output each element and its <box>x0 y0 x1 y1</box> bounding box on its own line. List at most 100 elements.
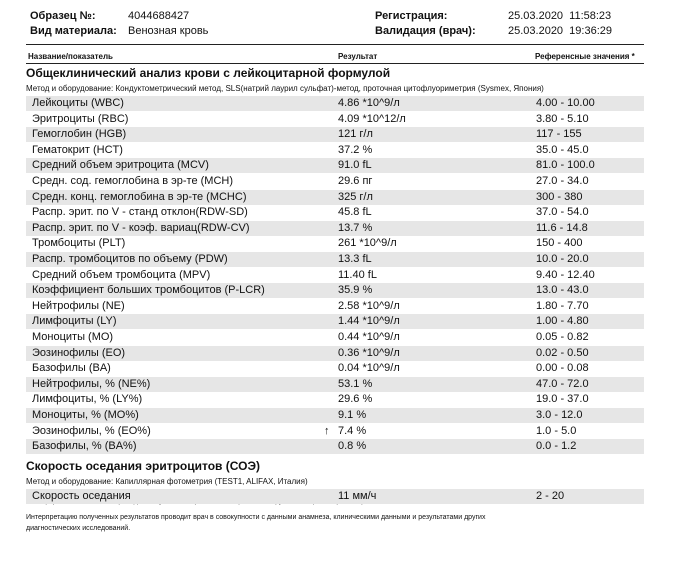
row-shade <box>26 376 644 392</box>
test-name: Распр. тромбоцитов по объему (PDW) <box>32 253 228 265</box>
result: 37.2 % <box>338 143 373 156</box>
test-name: Средн. конц. гемоглобина в эр-те (MCHC) <box>32 190 247 203</box>
test-name: Распр. эрит. по V - станд отклон(RDW-SD) <box>32 206 248 219</box>
method: Метод и оборудование: Капиллярная фотоме… <box>26 476 308 486</box>
divider <box>26 44 644 45</box>
reference: 11.6 - 14.8 <box>536 221 588 234</box>
row-shade <box>26 127 644 143</box>
reference: 0.0 - 1.2 <box>536 440 577 453</box>
result: 13.3 fL <box>338 253 372 265</box>
reference: 1.0 - 5.0 <box>536 424 577 437</box>
row-shade <box>26 314 644 330</box>
test-name: Базофилы (BA) <box>32 362 111 375</box>
result: 35.9 % <box>338 284 373 297</box>
test-name: Лимфоциты (LY) <box>32 315 117 328</box>
row-shade <box>26 220 644 236</box>
result: 4.86 *10^9/л <box>338 97 400 109</box>
test-name: Распр. эрит. по V - коэф. вариац(RDW-CV) <box>32 221 250 234</box>
reference: 3.0 - 12.0 <box>536 409 583 421</box>
reference: 19.0 - 37.0 <box>536 393 589 406</box>
result: 11.40 fL <box>338 268 377 281</box>
value: 25.03.2020 11:58:23 <box>508 10 612 22</box>
reference: 27.0 - 34.0 <box>536 175 589 187</box>
row-shade <box>26 345 644 361</box>
test-name: Нейтрофилы (NE) <box>32 299 125 312</box>
label: Вид материала: <box>30 25 117 37</box>
result: 0.44 *10^9/л <box>338 331 400 343</box>
result: 0.8 % <box>338 440 367 453</box>
flag: ↑ <box>324 424 330 437</box>
result: 11 мм/ч <box>338 489 377 502</box>
result: 29.6 пг <box>338 175 373 187</box>
test-name: Средний объем тромбоцита (MPV) <box>32 268 211 281</box>
reference: 150 - 400 <box>536 237 583 250</box>
reference: 0.02 - 0.50 <box>536 346 589 359</box>
row-shade <box>26 252 644 267</box>
result: 45.8 fL <box>338 206 372 219</box>
reference: 300 - 380 <box>536 190 583 203</box>
test-name: Гематокрит (HCT) <box>32 143 123 156</box>
label: Образец №: <box>30 10 96 22</box>
reference: 1.80 - 7.70 <box>536 299 589 312</box>
test-name: Эозинофилы (EO) <box>32 346 126 359</box>
reference: 3.80 - 5.10 <box>536 112 589 125</box>
result: 2.58 *10^9/л <box>338 299 400 312</box>
test-name: Эозинофилы, % (EO%) <box>32 424 151 437</box>
result: 0.36 *10^9/л <box>338 346 400 359</box>
label: Регистрация: <box>375 10 448 22</box>
row-shade <box>26 439 644 455</box>
reference: 35.0 - 45.0 <box>536 143 589 156</box>
reference: 47.0 - 72.0 <box>536 377 589 390</box>
test-name: Гемоглобин (HGB) <box>32 128 127 141</box>
row-shade <box>26 158 644 174</box>
reference: 0.00 - 0.08 <box>536 362 589 375</box>
result: 29.6 % <box>338 393 373 406</box>
test-name: Моноциты (MO) <box>32 331 114 343</box>
reference: 81.0 - 100.0 <box>536 159 595 172</box>
row-shade <box>26 408 644 423</box>
column-header: Референсные значения * <box>535 52 635 61</box>
reference: 2 - 20 <box>536 489 565 502</box>
reference: 9.40 - 12.40 <box>536 268 595 281</box>
value: 4044688427 <box>128 10 190 22</box>
test-name: Лимфоциты, % (LY%) <box>32 393 143 406</box>
test-name: Коэффициент больших тромбоцитов (P-LCR) <box>32 284 265 297</box>
test-name: Моноциты, % (MO%) <box>32 409 139 421</box>
reference: 13.0 - 43.0 <box>536 284 589 297</box>
result: 7.4 % <box>338 424 367 437</box>
result: 121 г/л <box>338 128 373 141</box>
value: Венозная кровь <box>128 25 209 37</box>
test-name: Нейтрофилы, % (NE%) <box>32 377 151 390</box>
reference: 10.0 - 20.0 <box>536 253 589 265</box>
test-name: Скорость оседания <box>32 489 131 502</box>
result: 261 *10^9/л <box>338 237 397 250</box>
result: 4.09 *10^12/л <box>338 112 406 125</box>
reference: 4.00 - 10.00 <box>536 97 595 109</box>
test-name: Эритроциты (RBC) <box>32 112 129 125</box>
result: 53.1 % <box>338 377 373 390</box>
divider <box>26 63 644 64</box>
column-header: Результат <box>338 52 378 61</box>
result: 0.04 *10^9/л <box>338 362 400 375</box>
result: 91.0 fL <box>338 159 372 172</box>
reference: 37.0 - 54.0 <box>536 206 589 219</box>
method: Метод и оборудование: Кондуктометрически… <box>26 84 544 93</box>
reference: 1.00 - 4.80 <box>536 315 589 328</box>
row-shade <box>26 283 644 299</box>
result: 13.7 % <box>338 221 373 234</box>
reference: 0.05 - 0.82 <box>536 331 589 343</box>
interpretation: Интерпретацию полученных результатов про… <box>26 514 486 532</box>
test-name: Тромбоциты (PLT) <box>32 237 126 250</box>
test-name: Базофилы, % (BA%) <box>32 440 137 453</box>
value: 25.03.2020 19:36:29 <box>508 25 612 37</box>
section-title: Общеклинический анализ крови с лейкоцита… <box>26 66 391 80</box>
row-shade <box>26 96 644 111</box>
label: Валидация (врач): <box>375 25 476 37</box>
section-title: Скорость оседания эритроцитов (СОЭ) <box>26 458 260 473</box>
result: 9.1 % <box>338 409 367 421</box>
test-name: Лейкоциты (WBC) <box>32 97 124 109</box>
reference: 117 - 155 <box>536 128 582 141</box>
test-name: Средн. сод. гемоглобина в эр-те (MCH) <box>32 175 234 187</box>
row-shade <box>26 488 644 504</box>
